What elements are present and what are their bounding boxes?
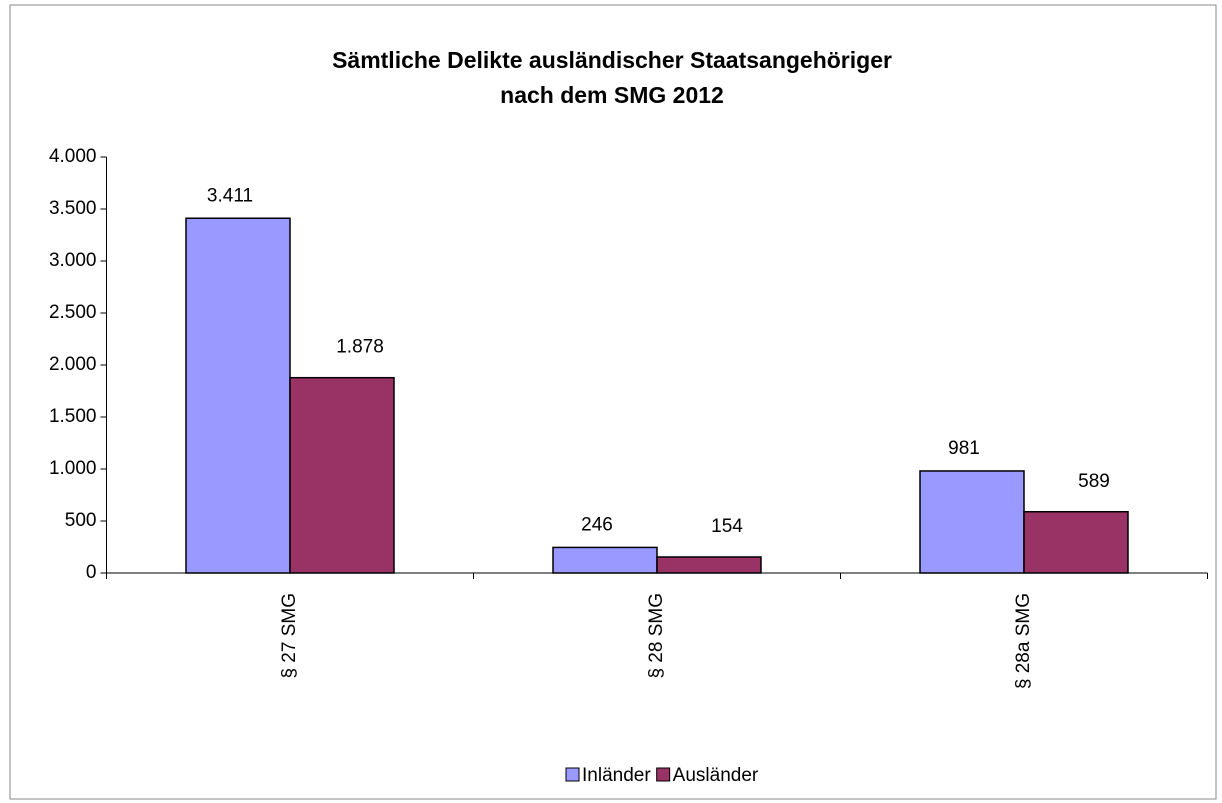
y-tick-label: 0 (86, 562, 97, 583)
data-label: 246 (581, 514, 613, 535)
bar (1023, 510, 1129, 574)
data-label: 981 (948, 438, 980, 459)
legend-swatch (656, 767, 671, 782)
legend-label: Ausländer (673, 765, 759, 786)
chart-title: Sämtliche Delikte ausländischer Staatsan… (332, 47, 892, 73)
y-tick-label: 1.000 (49, 458, 97, 479)
data-label: 589 (1078, 471, 1110, 492)
bar (552, 546, 658, 574)
y-tick-label: 4.000 (49, 146, 97, 167)
legend-label: Inländer (582, 765, 651, 786)
bar (919, 470, 1025, 574)
data-label: 3.411 (207, 185, 253, 206)
chart-title: nach dem SMG 2012 (500, 82, 724, 108)
y-tick-label: 500 (65, 510, 97, 531)
bar (289, 376, 395, 574)
x-tick-label: § 27 SMG (279, 593, 300, 679)
y-tick-label: 1.500 (49, 406, 97, 427)
bar (185, 217, 291, 574)
data-label: 1.878 (336, 337, 384, 358)
x-tick-label: § 28a SMG (1013, 593, 1034, 689)
y-tick-label: 2.000 (49, 354, 97, 375)
data-label: 154 (711, 516, 743, 537)
legend-swatch (565, 767, 580, 782)
y-tick-label: 2.500 (49, 302, 97, 323)
y-tick-label: 3.000 (49, 250, 97, 271)
bar (656, 556, 762, 574)
y-tick-label: 3.500 (49, 198, 97, 219)
x-tick-label: § 28 SMG (646, 593, 667, 679)
